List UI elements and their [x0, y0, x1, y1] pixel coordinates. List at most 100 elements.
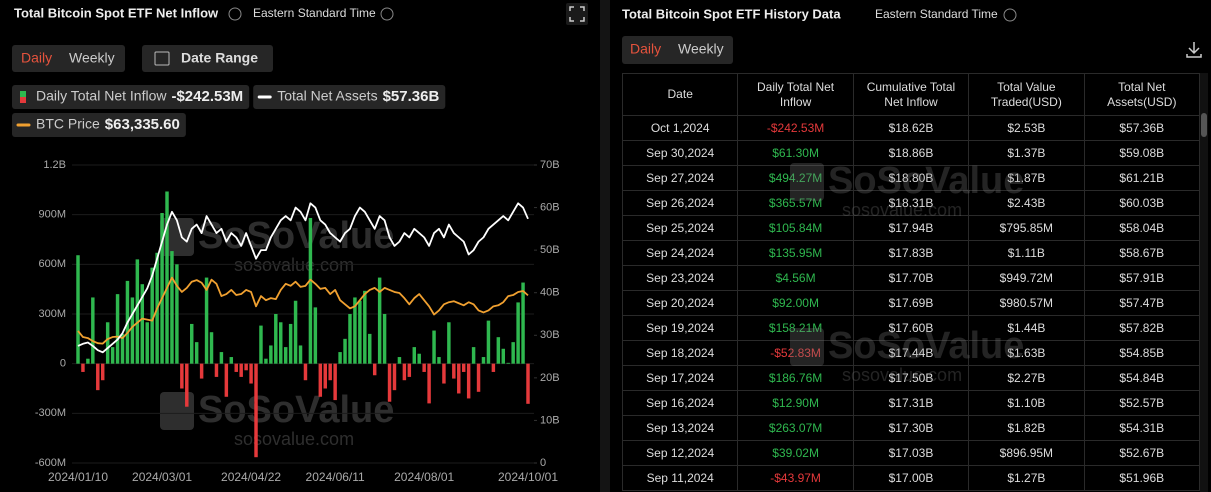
bar: [259, 325, 263, 364]
table-body: Oct 1,2024 -$242.53M $18.62B $2.53B $57.36B S…: [621, 115, 1201, 491]
date-range-label: Date Range: [181, 50, 258, 66]
table-cell: $17.94B: [852, 215, 970, 241]
history-panel: Total Bitcoin Spot ETF History Data East…: [610, 0, 1211, 492]
table-row: Sep 19,2024 $158.21M $17.60B $1.44B $57.82B: [621, 315, 1201, 341]
bar: [417, 353, 421, 364]
bar: [96, 363, 100, 391]
fullscreen-icon: [569, 6, 585, 22]
table-cell: $57.91B: [1083, 265, 1201, 291]
bar: [249, 363, 253, 384]
column-header: Total Net Assets(USD): [1083, 73, 1201, 116]
bar: [333, 363, 337, 401]
bar: [363, 290, 367, 364]
bar: [471, 347, 476, 364]
bar: [437, 357, 441, 364]
info-icon[interactable]: [228, 7, 242, 21]
column-header: Cumulative Total Net Inflow: [852, 73, 970, 116]
bar: [105, 322, 110, 364]
bar: [224, 363, 229, 397]
legend-value: -$242.53M: [171, 88, 243, 105]
table-cell: $795.85M: [968, 215, 1085, 241]
inflow-panel: Total Bitcoin Spot ETF Net Inflow Easter…: [0, 0, 600, 492]
date-range-button[interactable]: [142, 45, 273, 72]
calendar-icon: [154, 51, 170, 66]
table-cell: $1.11B: [968, 240, 1085, 266]
legend-item: BTC Price $63,335.60: [12, 113, 186, 137]
table-cell: $57.82B: [1083, 315, 1201, 341]
table-row: Sep 24,2024 $135.95M $17.83B $1.11B $58.67B: [621, 240, 1201, 266]
x-tick-label: 2024/08/01: [394, 470, 454, 484]
bar: [313, 307, 318, 364]
bar: [442, 363, 446, 384]
info-icon[interactable]: [1003, 8, 1017, 22]
tab[interactable]: Weekly: [678, 41, 724, 57]
legend-value: $57.36B: [383, 88, 440, 105]
watermark-brand: SoSoValue: [198, 215, 394, 257]
bar: [516, 302, 520, 364]
bar: [447, 322, 451, 364]
table-cell: Sep 17,2024: [621, 365, 739, 391]
column-header: Daily Total Net Inflow: [737, 73, 854, 116]
table-cell: $1.63B: [968, 340, 1085, 366]
bar: [397, 357, 402, 364]
y-tick-label: -600M: [35, 457, 66, 469]
table-cell: $58.67B: [1083, 240, 1201, 266]
fullscreen-button[interactable]: [566, 3, 588, 25]
table-cell: $105.84M: [737, 215, 854, 241]
bar: [506, 362, 510, 364]
download-icon[interactable]: [1186, 42, 1202, 58]
column-header: Total Value Traded(USD): [968, 73, 1085, 116]
tab-group: [622, 36, 733, 64]
tab[interactable]: Daily: [21, 50, 52, 66]
table-cell: $17.30B: [852, 415, 970, 441]
bar: [308, 217, 313, 364]
table-cell: $17.60B: [852, 315, 970, 341]
y-tick-label: 0: [60, 358, 66, 370]
info-icon[interactable]: [380, 7, 394, 21]
table-row: Sep 25,2024 $105.84M $17.94B $795.85M $58.04…: [621, 215, 1201, 241]
table-cell: $18.31B: [852, 190, 970, 216]
y2-tick-label: 60B: [540, 201, 560, 213]
table-row: Sep 18,2024 -$52.83M $17.44B $1.63B $54.85B: [621, 340, 1201, 366]
table-cell: $17.00B: [852, 465, 970, 491]
scrollbar[interactable]: [1200, 73, 1208, 492]
scroll-thumb[interactable]: [1201, 113, 1207, 137]
x-tick-label: 2024/01/10: [48, 470, 108, 484]
bar: [422, 363, 426, 372]
bar: [150, 267, 154, 364]
tab[interactable]: Daily: [630, 41, 661, 57]
table-cell: $980.57M: [968, 290, 1085, 316]
table-cell: $17.44B: [852, 340, 970, 366]
table-cell: $17.83B: [852, 240, 970, 266]
table-row: Sep 30,2024 $61.30M $18.86B $1.37B $59.08B: [621, 140, 1201, 166]
table-cell: $58.04B: [1083, 215, 1201, 241]
table-cell: $60.03B: [1083, 190, 1201, 216]
timezone: Eastern Standard Time: [875, 7, 998, 21]
bar: [254, 363, 258, 458]
bar: [135, 259, 140, 364]
table-cell: $54.85B: [1083, 340, 1201, 366]
history-header: Total Bitcoin Spot ETF History Data East…: [622, 6, 1202, 64]
bar: [452, 363, 456, 379]
table-row: Oct 1,2024 -$242.53M $18.62B $2.53B $57.36B: [621, 115, 1201, 141]
bar: [481, 357, 486, 364]
table-cell: $59.08B: [1083, 140, 1201, 166]
table-cell: $2.27B: [968, 365, 1085, 391]
table-cell: $896.95M: [968, 440, 1085, 466]
bar: [501, 348, 506, 364]
bar: [86, 358, 90, 364]
bar: [175, 264, 179, 364]
table-cell: Sep 26,2024: [621, 190, 739, 216]
bar: [214, 363, 219, 377]
bar: [140, 284, 145, 364]
table-cell: $12.90M: [737, 390, 854, 416]
legend-swatch: [20, 91, 26, 97]
table-cell: -$242.53M: [737, 115, 854, 141]
bar: [526, 363, 530, 404]
table-row: Sep 20,2024 $92.00M $17.69B $980.57M $57.47B: [621, 290, 1201, 316]
tab[interactable]: Weekly: [69, 50, 115, 66]
bar: [91, 297, 95, 364]
bar: [466, 363, 471, 399]
table-row: Sep 11,2024 -$43.97M $17.00B $1.27B $51.96B: [621, 465, 1201, 491]
bar: [204, 277, 209, 364]
